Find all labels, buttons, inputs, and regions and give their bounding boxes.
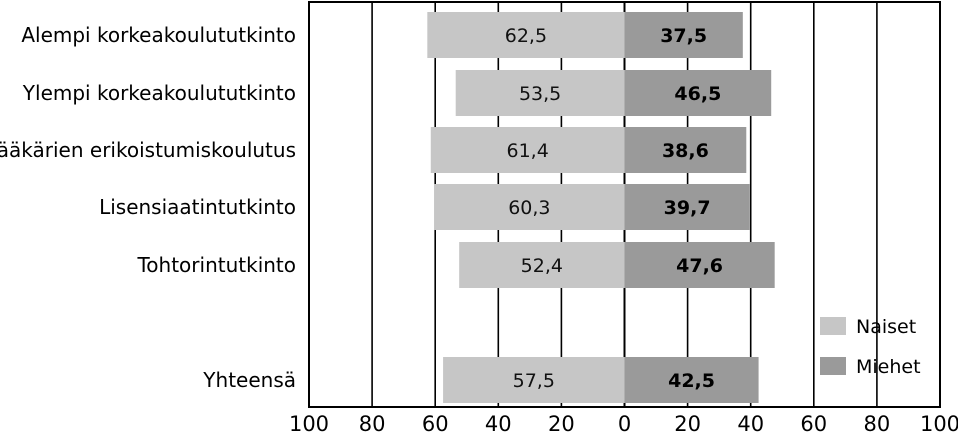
data-label-naiset: 61,4 bbox=[506, 140, 548, 162]
bars bbox=[427, 12, 775, 403]
bar-miehet bbox=[624, 357, 759, 403]
legend-swatch bbox=[820, 357, 846, 375]
data-label-miehet: 39,7 bbox=[664, 197, 711, 219]
legend: Naiset Miehet bbox=[820, 316, 921, 378]
x-tick-label: 40 bbox=[485, 412, 512, 434]
data-label-miehet: 38,6 bbox=[662, 140, 709, 162]
x-tick-label: 60 bbox=[800, 412, 827, 434]
legend-label: Naiset bbox=[856, 316, 916, 338]
category-label: Tohtorintutkinto bbox=[136, 253, 296, 277]
x-tick-label: 40 bbox=[737, 412, 764, 434]
category-label: Alempi korkeakoulututkinto bbox=[21, 23, 296, 47]
bar-naiset bbox=[427, 12, 625, 58]
bar-miehet bbox=[624, 127, 747, 173]
bar-miehet bbox=[624, 70, 772, 116]
x-tick-label: 80 bbox=[864, 412, 891, 434]
data-label-naiset: 60,3 bbox=[508, 197, 550, 219]
data-label-naiset: 62,5 bbox=[505, 25, 547, 47]
bar-naiset bbox=[434, 184, 625, 230]
data-label-naiset: 53,5 bbox=[519, 83, 561, 105]
x-tick-label: 60 bbox=[422, 412, 449, 434]
data-labels: 62,5 37,5 53,5 46,5 61,4 38,6 60,3 39,7 52,4 47,6… bbox=[505, 25, 723, 392]
legend-swatch bbox=[820, 317, 846, 335]
bar-naiset bbox=[455, 70, 625, 116]
bar-naiset bbox=[430, 127, 625, 173]
x-tick-label: 100 bbox=[289, 412, 329, 434]
plot-frame bbox=[308, 1, 941, 408]
x-tick-label: 80 bbox=[359, 412, 386, 434]
bar-miehet bbox=[624, 12, 743, 58]
category-label: Lisensiaatintutkinto bbox=[99, 195, 296, 219]
legend-label: Miehet bbox=[856, 356, 921, 378]
bar-naiset bbox=[443, 357, 625, 403]
bar-miehet bbox=[624, 242, 775, 288]
category-labels: Alempi korkeakoulututkinto Ylempi korkeak… bbox=[0, 23, 296, 392]
x-tick-label: 20 bbox=[674, 412, 701, 434]
category-label: Ylempi korkeakoulututkinto bbox=[22, 81, 296, 105]
data-label-miehet: 42,5 bbox=[668, 370, 715, 392]
x-tick-label: 20 bbox=[548, 412, 575, 434]
category-label: Lääkärien erikoistumiskoulutus bbox=[0, 138, 296, 162]
x-tick-label: 0 bbox=[618, 412, 631, 434]
category-label: Yhteensä bbox=[202, 368, 296, 392]
x-tick-label: 100 bbox=[920, 412, 958, 434]
bar-miehet bbox=[624, 184, 750, 230]
data-label-miehet: 47,6 bbox=[676, 255, 723, 277]
bar-naiset bbox=[459, 242, 625, 288]
data-label-miehet: 46,5 bbox=[674, 83, 721, 105]
x-axis-ticks: 100 80 60 40 20 0 20 40 60 80 100 bbox=[289, 412, 958, 434]
data-label-naiset: 52,4 bbox=[521, 255, 563, 277]
data-label-naiset: 57,5 bbox=[513, 370, 555, 392]
data-label-miehet: 37,5 bbox=[660, 25, 707, 47]
